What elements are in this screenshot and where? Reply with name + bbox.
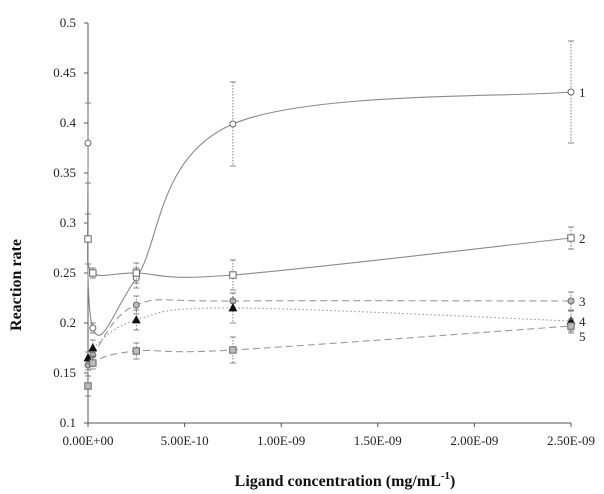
series-2: 2 [84, 213, 586, 291]
x-axis-title-superscript: -1 [441, 470, 450, 482]
data-point [229, 120, 237, 128]
y-tick-label: 0.25 [53, 265, 76, 280]
y-tick-label: 0.1 [60, 415, 76, 430]
data-point [229, 346, 237, 354]
x-tick-label: 2.50E-09 [547, 433, 595, 448]
data-point [131, 315, 141, 324]
series-3: 3 [84, 291, 586, 371]
x-axis-title: Ligand concentration (mg/mL-1) [235, 470, 456, 490]
x-axis-title-main: Ligand concentration (mg/mL [235, 473, 441, 490]
data-point [84, 139, 92, 147]
data-point [88, 343, 98, 352]
y-tick-label: 0.4 [60, 115, 77, 130]
axes [87, 23, 571, 424]
y-tick-label: 0.45 [53, 65, 76, 80]
series-label: 2 [579, 231, 586, 246]
x-axis-title-end: ) [450, 473, 455, 490]
data-point [83, 353, 93, 362]
data-point [132, 347, 141, 355]
series-line [87, 299, 572, 366]
series-label: 5 [579, 329, 586, 344]
y-tick-label: 0.15 [53, 365, 76, 380]
data-point [567, 88, 575, 96]
x-ticks: 0.00E+00 5.00E-10 1.00E-09 1.50E-09 2.00E-09… [62, 423, 595, 448]
y-tick-label: 0.35 [53, 165, 76, 180]
data-point [228, 303, 238, 312]
series-line [87, 325, 572, 387]
series-label: 4 [579, 314, 586, 329]
data-point [89, 269, 97, 277]
y-tick-label: 0.2 [60, 315, 76, 330]
series-layer: 1 2 3 45 [83, 40, 586, 397]
data-point [84, 382, 92, 390]
series-label: 1 [579, 85, 586, 100]
x-tick-label: 0.00E+00 [62, 433, 113, 448]
x-tick-label: 1.50E-09 [354, 433, 402, 448]
x-tick-label: 1.00E-09 [257, 433, 305, 448]
series-line [87, 91, 572, 336]
data-point [89, 359, 97, 367]
data-point [567, 322, 575, 330]
y-axis-title: Reaction rate [8, 239, 25, 331]
y-tick-label: 0.5 [60, 15, 76, 30]
series-line [87, 307, 572, 359]
x-tick-label: 5.00E-10 [161, 433, 209, 448]
series-line [87, 237, 572, 278]
y-ticks: 0.1 0.15 0.2 0.25 0.3 0.35 0.4 0.45 0.5 [53, 15, 88, 430]
y-tick-label: 0.3 [60, 215, 76, 230]
series-label: 3 [579, 294, 586, 309]
x-tick-label: 2.00E-09 [450, 433, 498, 448]
data-point [229, 271, 237, 279]
data-point [84, 235, 92, 243]
data-point [567, 234, 575, 242]
data-point [132, 301, 140, 309]
data-point [89, 324, 97, 332]
series-1: 1 [84, 40, 586, 336]
series-4: 4 [83, 292, 586, 365]
data-point [567, 297, 575, 305]
series-5: 5 [84, 318, 586, 397]
data-point [132, 269, 141, 277]
